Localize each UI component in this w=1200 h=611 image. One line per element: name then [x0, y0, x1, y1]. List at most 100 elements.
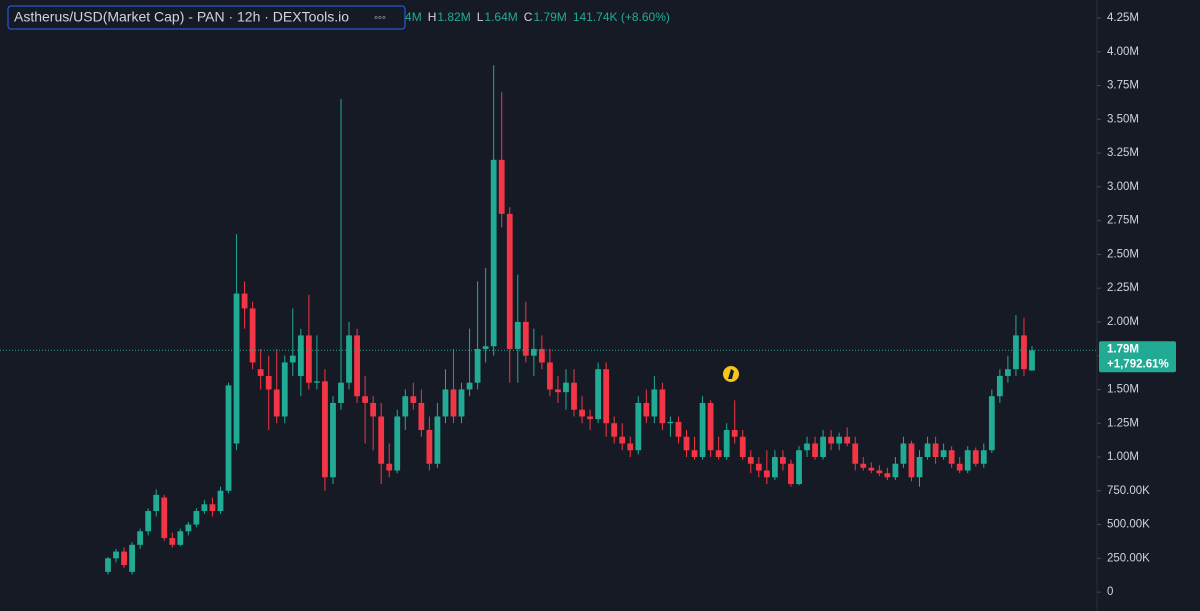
- y-tick-label: 2.25M: [1107, 282, 1139, 294]
- candle-body: [506, 213, 513, 349]
- candle-body: [812, 443, 818, 458]
- candle-body: [450, 389, 457, 417]
- candle-body: [627, 443, 634, 451]
- candle-body: [281, 362, 288, 417]
- candle-body: [828, 436, 835, 444]
- candle-body: [788, 463, 794, 485]
- candle-body: [780, 457, 786, 464]
- candle-body: [571, 382, 577, 410]
- legend-value: 1.64M: [484, 10, 517, 24]
- y-tick-label: 1.50M: [1107, 383, 1139, 395]
- candle-body: [892, 463, 899, 478]
- y-tick-label: 1.00M: [1107, 451, 1139, 463]
- candle-body: [442, 389, 449, 417]
- candle-body: [522, 321, 529, 356]
- candle-body: [169, 538, 176, 545]
- candle-body: [852, 443, 859, 464]
- candle-body: [129, 544, 135, 572]
- candle-body: [458, 389, 465, 417]
- candle-body: [498, 159, 505, 214]
- candle-body: [996, 375, 1003, 397]
- event-icon[interactable]: [721, 364, 741, 384]
- candle-body: [1013, 335, 1019, 370]
- candle-body: [410, 396, 417, 403]
- y-tick-label: 0: [1107, 586, 1113, 598]
- y-tick-label: 2.00M: [1107, 316, 1139, 328]
- candle-body: [1021, 335, 1027, 370]
- candle-body: [225, 385, 232, 491]
- chart-title: Astherus/USD(Market Cap) - PAN · 12h · D…: [14, 9, 349, 25]
- candle-body: [868, 467, 875, 471]
- candle-body: [257, 369, 264, 376]
- legend-key: H: [428, 10, 437, 24]
- candle-body: [651, 389, 658, 417]
- y-tick-label: 3.75M: [1107, 80, 1139, 92]
- candle-body: [402, 396, 409, 417]
- candle-body: [514, 321, 521, 349]
- candle-body: [603, 369, 610, 424]
- candle-body: [820, 436, 826, 458]
- candle-body: [378, 416, 385, 464]
- y-tick-label: 4.25M: [1107, 12, 1139, 24]
- candle-body: [739, 436, 746, 458]
- candle-body: [161, 497, 168, 539]
- y-tick-label: 3.00M: [1107, 181, 1139, 193]
- title-box[interactable]: [7, 5, 406, 30]
- candle-body: [482, 346, 489, 349]
- candle-body: [916, 457, 923, 478]
- candle-body: [699, 402, 706, 458]
- candle-body: [370, 402, 377, 417]
- candle-body: [490, 159, 497, 347]
- candle-body: [386, 463, 393, 471]
- y-tick-label: 1.25M: [1107, 417, 1139, 429]
- candle-body: [346, 335, 352, 383]
- candle-body: [731, 429, 738, 437]
- candle-body: [956, 463, 963, 471]
- candle-body: [964, 450, 971, 471]
- candle-body: [209, 504, 216, 512]
- y-tick-label: 2.50M: [1107, 248, 1139, 260]
- candle-body: [394, 416, 401, 471]
- candle-body: [659, 389, 666, 424]
- last-price-label: 1.79M: [1107, 343, 1139, 355]
- candle-body: [193, 511, 200, 525]
- candle-body: [563, 382, 569, 393]
- candle-body: [579, 409, 585, 417]
- candle-body: [113, 551, 119, 559]
- y-tick-label: 500.00K: [1107, 519, 1150, 531]
- candle-body: [667, 421, 674, 424]
- candle-body: [137, 531, 144, 545]
- candle-body: [691, 450, 698, 458]
- legend-key: L: [477, 10, 484, 24]
- candle-body: [900, 443, 907, 464]
- last-change-label: +1,792.61%: [1107, 358, 1169, 370]
- y-tick-label: 3.25M: [1107, 147, 1139, 159]
- y-tick-label: 2.75M: [1107, 215, 1139, 227]
- candle-body: [980, 450, 987, 464]
- candle-body: [338, 382, 344, 403]
- candle-body: [265, 375, 272, 390]
- candle-body: [948, 450, 955, 464]
- y-tick-label: 250.00K: [1107, 552, 1150, 564]
- candle-body: [723, 429, 730, 458]
- candle-body: [747, 457, 754, 464]
- y-tick-label: 3.50M: [1107, 113, 1139, 125]
- candle-body: [241, 293, 248, 309]
- candle-body: [153, 494, 160, 512]
- y-tick-label: 750.00K: [1107, 485, 1150, 497]
- candle-body: [466, 382, 473, 390]
- candle-body: [249, 308, 256, 363]
- menu-button[interactable]: ◦◦◦: [374, 12, 386, 24]
- candle-body: [844, 436, 851, 444]
- candle-body: [932, 443, 939, 458]
- candle-body: [474, 348, 481, 383]
- legend-key: C: [524, 10, 533, 24]
- candle-body: [619, 436, 626, 444]
- candle-body: [418, 402, 425, 430]
- legend-value: 1.79M: [533, 10, 566, 24]
- candle-body: [707, 402, 714, 451]
- candle-body: [595, 369, 602, 420]
